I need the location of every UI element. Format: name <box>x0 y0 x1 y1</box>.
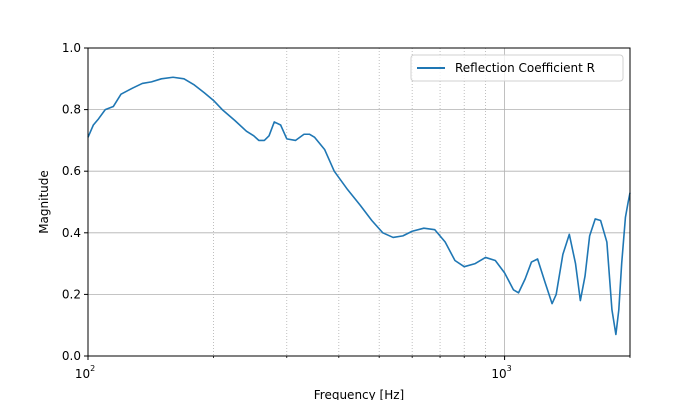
tick-layer: 0.0 0.2 0.4 0.6 0.8 1.0 102 103 <box>62 41 631 381</box>
grid-lines <box>87 47 631 357</box>
series-layer <box>87 76 631 336</box>
y-tick-label: 0.2 <box>62 287 81 301</box>
legend-box <box>410 54 624 82</box>
series-line-reflection <box>87 76 631 336</box>
plot-frame <box>87 47 631 357</box>
y-tick-label: 1.0 <box>62 41 81 55</box>
y-tick-label: 0.4 <box>62 226 81 240</box>
legend-entry-reflection: Reflection Coefficient R <box>455 61 595 75</box>
y-tick-label: 0.8 <box>62 103 81 117</box>
x-tick-label: 102 <box>75 364 95 381</box>
legend: Reflection Coefficient R <box>410 54 624 82</box>
x-tick-label: 103 <box>491 364 511 381</box>
x-axis-label: Frequency [Hz] <box>314 388 405 400</box>
y-axis-label: Magnitude <box>37 170 51 234</box>
y-tick-label: 0.0 <box>62 349 81 363</box>
y-tick-label: 0.6 <box>62 164 81 178</box>
